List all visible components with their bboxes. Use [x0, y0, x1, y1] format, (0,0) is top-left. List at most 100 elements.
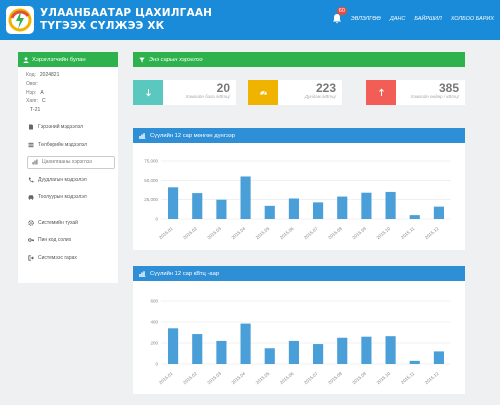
sidebar-item-label: Тоолуурын мэдээлэл — [38, 194, 87, 201]
sidebar: Хэрэглэгчийн булан Код: 2024821 Овог: Нэр… — [18, 52, 118, 283]
company-logo[interactable] — [6, 6, 34, 34]
sidebar-item-calls[interactable]: Дуудлагын мэдээлэл — [18, 173, 118, 186]
month-usage-banner: Энэ сарын хэрэглээ — [133, 52, 465, 67]
sidebar-item-payment[interactable]: Төлбөрийн мэдээлэл — [18, 138, 118, 151]
bar[interactable] — [168, 328, 179, 364]
info-row-address2: Т-21 — [26, 106, 110, 115]
bar[interactable] — [385, 191, 396, 219]
arrow-down-icon — [145, 89, 151, 97]
sidebar-item-meter[interactable]: Тоолуурын мэдээлэл — [18, 191, 118, 204]
sidebar-title: Хэрэглэгчийн булан — [32, 56, 86, 63]
logo-icon — [8, 8, 32, 32]
bar[interactable] — [433, 206, 444, 219]
sidebar-item-label: Гэрээний мэдээлэл — [38, 124, 83, 131]
info-label: Хаяг: — [26, 98, 39, 105]
nav-link-evlelgoo[interactable]: ЭВЛЭЛГӨӨ — [350, 16, 381, 22]
notification-bell[interactable]: 60 — [332, 7, 347, 25]
y-tick-label: 0 — [155, 217, 158, 222]
sidebar-item-label: Цахилгааны хэрэглээ — [42, 159, 92, 166]
phone-icon — [28, 177, 34, 183]
bar[interactable] — [409, 360, 420, 364]
stat-card-max: 385 Хамгийн өндөр / кВтц/ — [366, 80, 465, 105]
bar[interactable] — [433, 351, 444, 364]
chart-title: Сүүлийн 12 сар мөнгөн дүнгээр — [150, 132, 235, 139]
notification-badge: 60 — [336, 7, 347, 15]
bar[interactable] — [288, 198, 299, 219]
x-tick-label: 2015.12 — [424, 226, 440, 241]
sidebar-item-label: Системийн тухай — [38, 219, 78, 226]
bar[interactable] — [264, 205, 275, 219]
x-tick-label: 2015.09 — [351, 226, 367, 241]
x-tick-label: 2015.12 — [424, 371, 440, 386]
stat-label: Хамгийн бага /кВтц/ — [185, 94, 230, 99]
bar[interactable] — [337, 196, 348, 219]
x-tick-label: 2015.07 — [303, 226, 319, 241]
arrow-up-icon — [378, 88, 384, 96]
x-tick-label: 2015.11 — [400, 371, 416, 385]
bar[interactable] — [361, 336, 372, 364]
stat-label: Дундаж /кВтц/ — [304, 94, 336, 99]
nav-link-bairshil[interactable]: БАЙРШИЛ — [414, 16, 442, 22]
bar[interactable] — [337, 337, 348, 364]
stat-card-min: 20 Хамгийн бага /кВтц/ — [133, 80, 236, 105]
bar-chart-icon — [32, 159, 38, 165]
cog-icon — [28, 220, 34, 226]
sidebar-item-label: Системээс гарах — [38, 254, 77, 261]
bar[interactable] — [385, 336, 396, 364]
bar[interactable] — [168, 187, 179, 219]
x-tick-label: 2015.05 — [255, 371, 271, 386]
bar[interactable] — [216, 340, 227, 364]
nav-link-contact[interactable]: ХОЛБОО БАРИХ — [450, 16, 494, 22]
stat-value: 385 — [438, 81, 459, 95]
bar[interactable] — [409, 215, 420, 219]
stat-body: 20 Хамгийн бага /кВтц/ — [163, 80, 236, 105]
info-row-address: Хаяг: С — [26, 97, 110, 106]
sidebar-item-label: Дуудлагын мэдээлэл — [38, 176, 87, 183]
sidebar-item-about[interactable]: Системийн тухай — [18, 216, 118, 229]
bar[interactable] — [192, 193, 203, 219]
bar[interactable] — [216, 199, 227, 219]
sidebar-item-usage[interactable]: Цахилгааны хэрэглээ — [27, 155, 115, 169]
chart-panel-header: Сүүлийн 12 сар мөнгөн дүнгээр — [133, 128, 465, 143]
file-icon — [29, 124, 33, 130]
sidebar-item-logout[interactable]: Системээс гарах — [18, 251, 118, 264]
x-tick-label: 2015.02 — [182, 371, 198, 386]
sidebar-item-label: Пин код солих — [38, 237, 72, 244]
bar[interactable] — [313, 344, 324, 364]
sidebar-item-change-pin[interactable]: Пин код солих — [18, 234, 118, 247]
bar[interactable] — [264, 348, 275, 364]
x-tick-label: 2015.10 — [376, 226, 392, 241]
sidebar-item-contract[interactable]: Гэрээний мэдээлэл — [18, 121, 118, 134]
info-value: А — [40, 89, 44, 96]
stat-body: 223 Дундаж /кВтц/ — [278, 80, 342, 105]
brand-title-line2: ТҮГЭЭХ СҮЛЖЭЭ ХК — [40, 20, 165, 32]
car-icon — [28, 195, 34, 201]
bar-chart-icon — [139, 132, 146, 139]
info-row-code: Код: 2024821 — [26, 71, 110, 80]
x-tick-label: 2015.03 — [206, 371, 222, 386]
bar[interactable] — [361, 192, 372, 219]
sidebar-header: Хэрэглэгчийн булан — [18, 52, 118, 67]
bar-chart-kwh: 0 200 400 600 2015.01 2015.02 2015.03 2015.04 20… — [150, 299, 451, 386]
nav-link-dans[interactable]: ДАНС — [389, 16, 406, 22]
x-tick-label: 2015.04 — [231, 226, 247, 241]
x-tick-label: 2015.08 — [327, 226, 343, 241]
bar[interactable] — [288, 340, 299, 364]
x-tick-label: 2015.02 — [182, 226, 198, 241]
bar[interactable] — [313, 202, 324, 219]
y-tick-label: 50,000 — [144, 178, 158, 183]
bar[interactable] — [240, 323, 251, 364]
info-value: Т-21 — [30, 107, 41, 114]
menu-divider — [18, 208, 118, 216]
chart-panel-amount: Сүүлийн 12 сар мөнгөн дүнгээр 0 25,000 50,… — [133, 128, 465, 250]
x-tick-label: 2015.01 — [158, 226, 174, 241]
chart-panel-kwh: Сүүлийн 12 сар кВтц -аар 0 200 400 600 2015.… — [133, 266, 465, 394]
bar[interactable] — [240, 176, 251, 219]
sidebar-menu: Гэрээний мэдээлэл Төлбөрийн мэдээлэл Цах… — [18, 121, 118, 265]
y-tick-label: 400 — [150, 320, 158, 325]
top-navbar: УЛААНБААТАР ЦАХИЛГААН ТҮГЭЭХ СҮЛЖЭЭ ХК 6… — [0, 0, 500, 40]
bar[interactable] — [192, 334, 203, 364]
y-tick-label: 200 — [150, 341, 158, 346]
bell-icon — [332, 14, 341, 24]
sign-out-icon — [28, 255, 34, 261]
